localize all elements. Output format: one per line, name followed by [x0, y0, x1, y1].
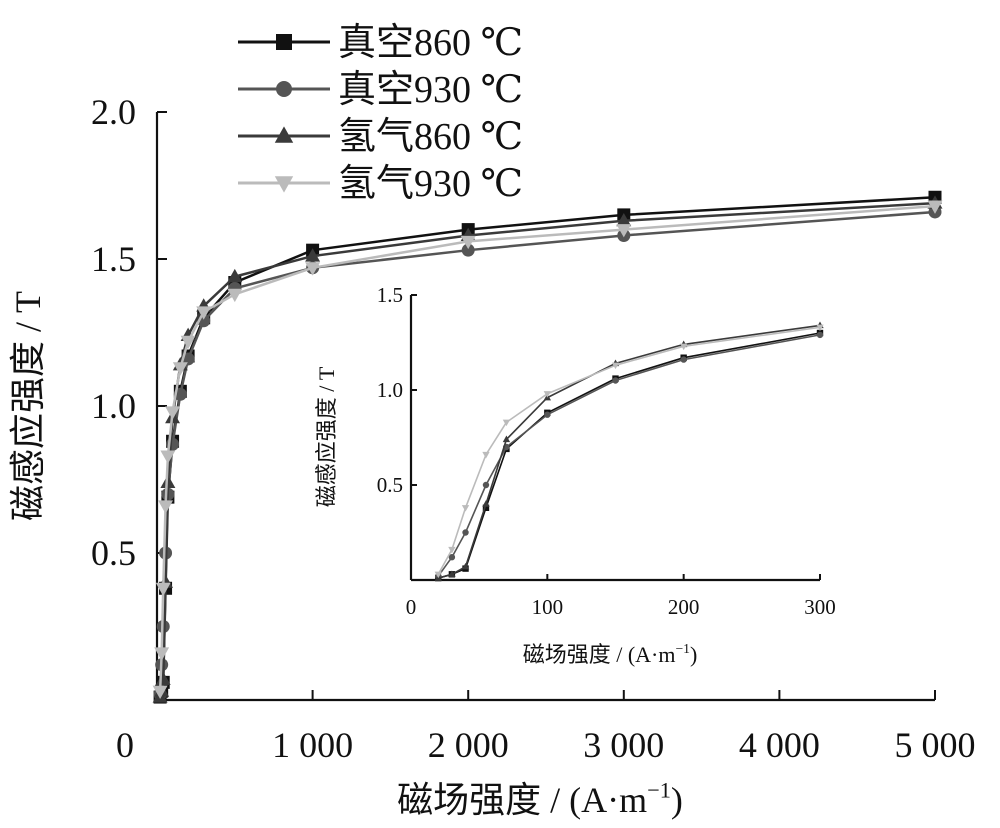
legend-label: 真空930 ℃	[338, 69, 523, 111]
inset-series-line	[437, 334, 821, 577]
main-data-point	[927, 200, 943, 214]
inset-data-point	[448, 570, 456, 578]
main-series-line	[158, 204, 936, 692]
inset-x-tick-label: 100	[532, 595, 564, 619]
main-data-point	[155, 582, 171, 597]
inset-data-point	[611, 362, 620, 370]
legend-label: 氢气930 ℃	[338, 163, 523, 205]
main-x-tick-label: 5 000	[895, 725, 976, 765]
inset-data-point	[544, 411, 551, 418]
inset-x-axis-label-main: 磁场强度 / (A·m	[523, 642, 676, 667]
inset-x-tick-label: 200	[668, 595, 700, 619]
inset-series-line	[438, 324, 821, 579]
main-x-tick-label: 3 000	[583, 725, 664, 765]
main-data-point	[227, 268, 243, 283]
main-x-axis-label-main: 磁场强度 / (A·m	[397, 780, 647, 820]
legend-label: 氢气860 ℃	[338, 116, 523, 158]
legend-marker	[274, 176, 294, 193]
inset-data-point	[448, 546, 456, 554]
main-data-point	[165, 406, 181, 420]
main-y-tick-label: 0.5	[91, 533, 136, 573]
inset-x-tick-label: 0	[406, 595, 417, 619]
main-series-line	[158, 196, 936, 698]
inset-series-3	[434, 324, 824, 579]
main-x-tick-label: 2 000	[428, 725, 509, 765]
main-data-point	[305, 262, 321, 276]
main-series-3	[152, 200, 943, 699]
main-data-point	[460, 235, 476, 250]
main-data-point	[305, 248, 321, 262]
inset-x-axis-label-sup: −1	[675, 641, 690, 656]
inset-data-point	[502, 419, 511, 427]
inset-data-point	[461, 562, 470, 570]
main-x-tick-label: 0	[116, 725, 134, 765]
main-data-point	[172, 362, 188, 376]
inset-data-point	[612, 377, 619, 384]
inset-data-point	[482, 504, 490, 511]
main-data-point	[616, 212, 632, 227]
inset-series-line	[437, 326, 821, 575]
main-series-1	[153, 205, 942, 701]
legend-label: 真空860 ℃	[338, 22, 523, 64]
main-plot: 0.5 1.0 1.5 2.0 0 1 000 2 000 3 000 4 000 5 000 磁场…	[8, 22, 976, 820]
inset-series-0	[435, 329, 824, 582]
inset-x-axis-label-end: )	[690, 642, 697, 667]
legend-marker	[276, 34, 292, 50]
inset-y-tick-label: 1.0	[377, 378, 403, 402]
main-x-tick-label: 4 000	[739, 725, 820, 765]
inset-x-tick-label: 300	[804, 595, 836, 619]
main-data-point	[227, 288, 243, 303]
inset-series-2	[434, 321, 824, 581]
main-data-point	[196, 306, 212, 320]
main-x-tick-label: 1 000	[272, 725, 353, 765]
legend-marker	[276, 81, 292, 97]
inset-y-tick-label: 1.5	[377, 283, 403, 307]
main-y-tick-label: 1.0	[91, 386, 136, 426]
inset-data-point	[502, 435, 511, 443]
inset-data-point	[448, 554, 456, 561]
inset-y-axis-label: 磁感应强度 / T	[314, 366, 339, 507]
main-data-point	[154, 647, 170, 661]
main-series-line	[158, 210, 936, 695]
inset-y-tick-label: 0.5	[377, 473, 403, 497]
main-x-axis-label: 磁场强度 / (A·m−1)	[397, 778, 683, 820]
main-data-point	[160, 450, 176, 464]
main-y-tick-label: 2.0	[91, 92, 136, 132]
inset-series-line	[438, 332, 821, 579]
main-x-axis-label-end: )	[671, 780, 683, 820]
inset-data-point	[543, 391, 552, 398]
inset-data-point	[461, 505, 470, 512]
inset-data-point	[462, 529, 469, 536]
main-x-axis-label-sup: −1	[647, 778, 671, 803]
inset-x-axis-label: 磁场强度 / (A·m−1)	[523, 641, 698, 667]
inset-data-point	[816, 324, 824, 332]
main-y-tick-label: 1.5	[91, 239, 136, 279]
inset-data-point	[434, 571, 442, 579]
legend: 真空860 ℃ 真空930 ℃ 氢气860 ℃ 氢气930 ℃	[238, 22, 523, 205]
inset-series-1	[435, 331, 824, 580]
inset-data-point	[482, 451, 490, 459]
inset-data-point	[482, 481, 490, 489]
main-data-point	[461, 243, 475, 257]
inset-data-point	[679, 343, 688, 351]
inset-data-point	[816, 331, 824, 339]
inset-data-point	[482, 500, 490, 507]
main-data-point	[152, 685, 168, 699]
inset-plot: 0.5 1.0 1.5 0 100 200 300 磁场强度 / (A·m−1) 磁感应强度 /…	[314, 283, 836, 667]
main-series-2	[152, 195, 943, 703]
main-data-point	[158, 500, 174, 514]
legend-marker	[274, 126, 294, 143]
main-y-axis-label: 磁感应强度 / T	[8, 291, 48, 521]
main-data-point	[180, 335, 196, 350]
inset-data-point	[680, 356, 687, 363]
main-data-point	[616, 224, 632, 238]
